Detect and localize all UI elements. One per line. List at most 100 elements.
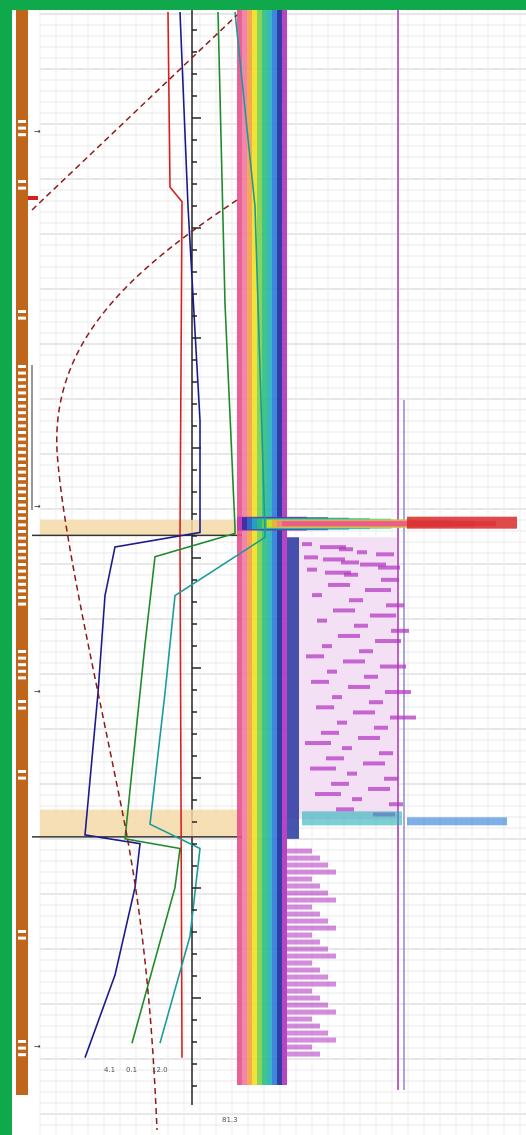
spectro-speckle <box>360 562 386 567</box>
lithology-band <box>18 776 26 780</box>
lithology-band <box>18 450 26 454</box>
lithology-band <box>18 404 26 408</box>
spectro-band <box>242 10 247 1085</box>
highlighted-zones <box>32 519 242 838</box>
footer-labels: 4.1 0.1 12.0 81.3 <box>104 1066 238 1124</box>
spectro-speckle <box>287 974 328 980</box>
lithology-band <box>18 930 26 933</box>
zone-band <box>40 809 240 837</box>
spectro-speckle <box>384 776 398 781</box>
log-curve <box>84 11 201 1058</box>
spectro-speckle <box>364 674 378 679</box>
spectro-speckle <box>381 577 399 582</box>
spectro-edge <box>287 537 299 839</box>
spectro-speckle <box>352 797 362 802</box>
spectro-speckle <box>315 792 341 797</box>
spectro-speckle <box>287 869 336 875</box>
arrow-marker: → <box>34 502 41 511</box>
spectro-speckle <box>391 628 409 633</box>
spectro-band <box>267 10 272 1085</box>
spectro-speckle <box>287 855 320 861</box>
lithology-band <box>18 497 26 500</box>
lithology-band <box>18 700 26 703</box>
spectrogram-track <box>237 10 517 1085</box>
lithology-band <box>18 569 26 573</box>
spectro-speckle <box>287 1044 312 1050</box>
lithology-band <box>18 596 26 599</box>
lithology-band <box>18 510 26 514</box>
spectro-speckle <box>287 904 312 910</box>
spectro-spike <box>282 521 496 527</box>
lithology-band <box>18 371 26 375</box>
spectro-speckle <box>353 710 375 715</box>
lithology-band <box>18 676 26 680</box>
spectro-speckle <box>311 679 329 684</box>
spectro-speckle <box>327 669 337 674</box>
lithology-band <box>18 589 26 593</box>
lithology-band <box>18 576 26 580</box>
lithology-track <box>16 10 38 1095</box>
lithology-band <box>18 464 26 467</box>
lithology-band <box>18 936 26 940</box>
spectro-speckle <box>390 715 416 720</box>
spectro-spike <box>302 811 402 826</box>
lithology-band <box>18 602 26 606</box>
spectro-speckle <box>336 807 354 812</box>
spectro-speckle <box>363 761 385 766</box>
lithology-band <box>18 470 26 474</box>
lithology-band <box>18 650 26 653</box>
spectro-speckle <box>287 1037 336 1043</box>
spectro-speckle <box>333 608 355 613</box>
lithology-band <box>18 669 26 673</box>
spectro-speckle <box>347 771 357 776</box>
spectro-speckle <box>380 664 406 669</box>
red-marker <box>28 196 38 200</box>
lithology-band <box>18 543 26 547</box>
dashed-curve <box>31 14 238 211</box>
spectro-speckle <box>378 565 400 570</box>
lithology-band <box>18 437 26 441</box>
spectro-band <box>282 10 287 1085</box>
lithology-band <box>18 563 26 566</box>
spectro-speckle <box>287 925 336 931</box>
spectro-speckle <box>287 988 312 994</box>
lithology-band <box>18 516 26 520</box>
lithology-band <box>18 391 26 395</box>
spectro-band <box>237 10 242 1085</box>
spectro-speckle <box>287 1051 320 1057</box>
spectro-speckle <box>348 684 370 689</box>
spectro-speckle <box>365 588 391 593</box>
lithology-band <box>18 663 26 667</box>
lithology-band <box>18 120 26 123</box>
spectro-speckle <box>349 598 363 603</box>
lithology-band <box>18 378 26 382</box>
spectro-speckle <box>307 567 317 572</box>
spectro-speckle <box>287 995 320 1001</box>
lithology-band <box>18 536 26 540</box>
spectro-speckle <box>342 746 352 751</box>
spectro-speckle <box>344 572 358 577</box>
spectro-speckle <box>287 911 320 917</box>
spectro-speckle <box>306 654 324 659</box>
spectro-speckle <box>357 550 367 555</box>
spectro-speckle <box>379 751 393 756</box>
spectro-speckle <box>321 730 339 735</box>
spectro-speckle <box>317 618 327 623</box>
spectro-speckle <box>287 890 328 896</box>
spectro-speckle <box>287 981 336 987</box>
lithology-band <box>18 431 26 434</box>
spectro-speckle <box>287 897 336 903</box>
spectro-band <box>257 10 262 1085</box>
spectro-speckle <box>304 555 318 560</box>
lithology-band <box>18 490 26 494</box>
spectro-speckle <box>369 700 383 705</box>
spectro-speckle <box>287 953 336 959</box>
spectro-speckle <box>389 802 403 807</box>
spectro-speckle <box>305 741 331 746</box>
lithology-band <box>18 706 26 710</box>
log-paper: → → → → 4.1 0.1 12.0 81.3 <box>12 10 526 1135</box>
spectro-speckle <box>385 690 411 695</box>
arrow-marker: → <box>34 1042 41 1051</box>
spectro-speckle <box>359 649 373 654</box>
